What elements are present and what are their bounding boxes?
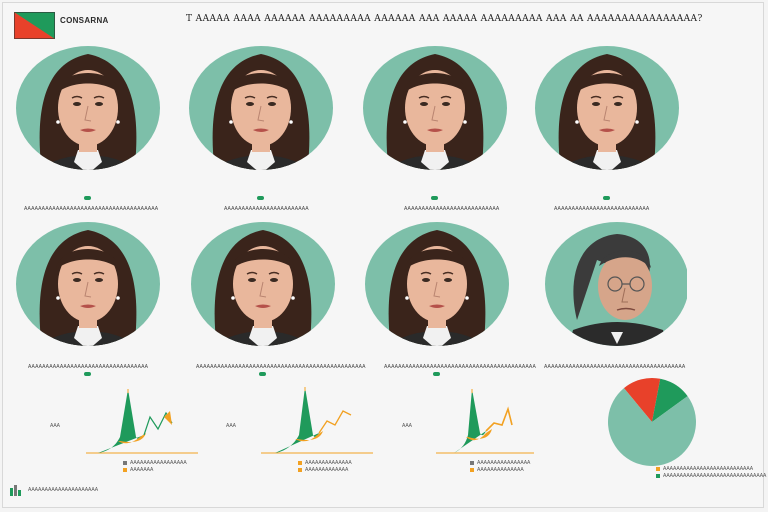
chart-1-legend-2: AAAAAAA xyxy=(130,467,154,473)
bar-chart-icon xyxy=(10,485,21,496)
portrait-1-marker-icon xyxy=(84,196,91,200)
pie-chart xyxy=(608,378,696,466)
chart-3-legend-2: AAAAAAAAAAAAAA xyxy=(477,467,524,473)
brand-name: CONSARNA xyxy=(60,16,109,25)
portrait-2-caption: AAAAAAAAAAAAAAAAAAAAAAAA xyxy=(224,206,309,212)
chart-2-legend-1: AAAAAAAAAAAAAA xyxy=(305,460,352,466)
mini-chart-3 xyxy=(436,389,534,454)
portrait-4 xyxy=(527,44,679,184)
portrait-6-marker-icon xyxy=(259,372,266,376)
portrait-3-caption: AAAAAAAAAAAAAAAAAAAAAAAAAAA xyxy=(404,206,500,212)
page-headline: T AAAAA AAAA AAAAAA AAAAAAAAA AAAAAA AAA… xyxy=(186,14,703,24)
chart-3-legend: AAAAAAAAAAAAAAAA AAAAAAAAAAAAAA xyxy=(470,460,530,474)
footer-note: AAAAAAAAAAAAAAAAAAAAA xyxy=(28,487,99,493)
portrait-3-image xyxy=(363,46,507,170)
chart-3-side-label: AAA xyxy=(402,423,413,429)
portrait-1 xyxy=(10,44,160,184)
portrait-4-caption: AAAAAAAAAAAAAAAAAAAAAAAAAAA xyxy=(554,206,650,212)
mini-chart-1 xyxy=(86,389,198,454)
pie-legend-2: AAAAAAAAAAAAAAAAAAAAAAAAAAAAAAA xyxy=(663,473,767,479)
chart-2-side-label: AAA xyxy=(226,423,237,429)
portrait-8-caption: AAAAAAAAAAAAAAAAAAAAAAAAAAAAAAAAAAAAAAAA xyxy=(544,364,686,370)
portrait-1-caption: AAAAAAAAAAAAAAAAAAAAAAAAAAAAAAAAAAAAAA xyxy=(24,206,159,212)
portrait-7-caption: AAAAAAAAAAAAAAAAAAAAAAAAAAAAAAAAAAAAAAAA… xyxy=(384,364,537,370)
portrait-5-caption: AAAAAAAAAAAAAAAAAAAAAAAAAAAAAAAAAA xyxy=(28,364,149,370)
chart-1-legend: AAAAAAAAAAAAAAAAA AAAAAAA xyxy=(123,460,187,474)
portrait-3 xyxy=(355,44,507,184)
portrait-4-marker-icon xyxy=(603,196,610,200)
portrait-6-image xyxy=(191,222,335,346)
portrait-3-marker-icon xyxy=(431,196,438,200)
chart-2-legend: AAAAAAAAAAAAAA AAAAAAAAAAAAA xyxy=(298,460,352,474)
mini-chart-2 xyxy=(261,387,373,454)
chart-3-legend-1: AAAAAAAAAAAAAAAA xyxy=(477,460,531,466)
portrait-7 xyxy=(355,220,509,360)
portrait-2-image xyxy=(189,46,333,170)
portrait-5 xyxy=(10,220,160,360)
chart-2-legend-2: AAAAAAAAAAAAA xyxy=(305,467,349,473)
pie-slice-green xyxy=(652,378,688,422)
portrait-5-image xyxy=(16,222,160,346)
portrait-2-marker-icon xyxy=(257,196,264,200)
chart-1-legend-1: AAAAAAAAAAAAAAAAA xyxy=(130,460,187,466)
portrait-7-marker-icon xyxy=(433,372,440,376)
portrait-4-image xyxy=(535,46,679,170)
pie-slice-teal xyxy=(608,388,696,466)
portrait-7-image xyxy=(365,222,509,346)
portrait-1-image xyxy=(16,46,160,170)
portrait-8-image xyxy=(545,222,687,346)
pie-slice-red xyxy=(623,378,661,422)
portrait-6-caption: AAAAAAAAAAAAAAAAAAAAAAAAAAAAAAAAAAAAAAAA… xyxy=(196,364,366,370)
portrait-2 xyxy=(183,44,333,184)
chart-1-side-label: AAA xyxy=(50,423,61,429)
portrait-5-marker-icon xyxy=(84,372,91,376)
portrait-6 xyxy=(183,220,335,360)
flag-logo-icon xyxy=(14,12,55,39)
portrait-8 xyxy=(527,220,687,360)
pie-legend-1: AAAAAAAAAAAAAAAAAAAAAAAAAAA xyxy=(663,466,754,472)
pie-legend: AAAAAAAAAAAAAAAAAAAAAAAAAAA AAAAAAAAAAAA… xyxy=(656,466,766,480)
